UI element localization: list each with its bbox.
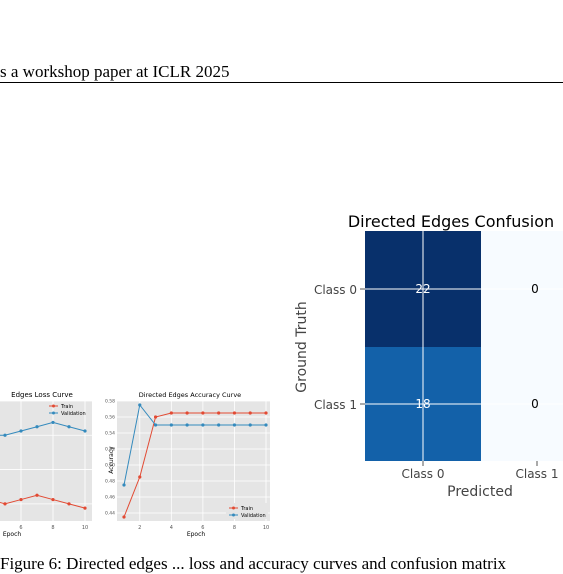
loss-legend-validation-marker [52,411,55,415]
accuracy-legend-validation-label: Validation [241,513,266,519]
accuracy-point-0-8 [248,411,252,415]
loss-point-1-5 [19,429,23,433]
accuracy-chart-title: Directed Edges Accuracy Curve [139,391,241,399]
accuracy-point-1-6 [217,423,221,427]
accuracy-point-0-4 [185,411,189,415]
loss-point-0-8 [67,502,71,506]
accuracy-legend-validation-marker [232,513,235,517]
cell-label-gt0-pred0: 22 [415,282,430,296]
accuracy-x-tick-2: 6 [201,525,204,531]
accuracy-y-tick-0: 0.44 [105,511,115,517]
accuracy-point-1-5 [201,423,205,427]
figure-caption: Figure 6: Directed edges ... loss and ac… [0,554,507,573]
confusion-matrix: Directed Edges Confusion 22 0 18 0 Class… [294,212,563,500]
loss-line-0 [0,494,86,509]
loss-point-0-9 [83,506,87,510]
cell-label-gt0-pred1: 0 [531,282,539,296]
loss-x-tick-2: 10 [82,525,88,531]
accuracy-x-tick-3: 8 [233,525,236,531]
loss-point-1-7 [51,420,55,425]
accuracy-x-tick-4: 10 [263,525,269,531]
accuracy-legend-train-label: Train [240,506,253,512]
loss-point-1-8 [67,425,71,429]
accuracy-point-0-2 [153,415,158,419]
loss-legend-validation-label: Validation [61,411,86,417]
loss-legend-train-marker [52,404,55,408]
col-label-1: Class 1 [515,467,558,481]
accuracy-y-tick-4: 0.52 [105,447,115,453]
accuracy-y-tick-7: 0.58 [105,399,115,405]
cell-label-gt1-pred0: 18 [415,397,430,411]
accuracy-y-tick-1: 0.46 [105,495,115,501]
loss-legend: Train Validation [49,404,86,417]
accuracy-line-0 [123,412,266,518]
accuracy-line-1 [123,403,266,486]
header-rule [0,82,563,83]
accuracy-y-label: Accuracy [108,446,115,474]
accuracy-point-1-7 [232,423,237,427]
loss-point-0-4 [3,502,7,506]
loss-point-1-4 [3,433,7,437]
loss-point-0-7 [51,497,55,502]
running-header: s a workshop paper at ICLR 2025 [0,62,230,81]
accuracy-y-tick-2: 0.48 [105,479,115,485]
loss-point-1-6 [35,425,39,429]
accuracy-plot-area [117,401,270,521]
accuracy-chart: Directed Edges Accuracy Curve 0.440.460.… [105,391,270,538]
loss-point-0-6 [35,493,39,497]
row-label-1: Class 1 [314,398,357,412]
loss-chart: Edges Loss Curve Train Validation 6 8 10 E… [0,391,92,538]
confusion-title: Directed Edges Confusion [348,212,554,231]
loss-x-tick-0: 6 [19,525,22,531]
accuracy-x-label: Epoch [187,531,206,538]
accuracy-legend-train-marker [232,506,235,510]
accuracy-series [122,403,268,519]
col-label-0: Class 0 [401,467,444,481]
confusion-x-label: Predicted [447,484,513,500]
accuracy-x-ticks: 2 4 6 8 10 [138,525,269,531]
confusion-y-label: Ground Truth [294,301,310,392]
accuracy-x-tick-1: 4 [170,525,173,531]
loss-series [0,420,87,510]
accuracy-point-0-7 [232,411,237,415]
loss-chart-title: Edges Loss Curve [11,391,73,399]
accuracy-point-1-8 [248,423,252,427]
loss-line-1 [0,421,86,436]
accuracy-grid [117,400,270,521]
accuracy-legend: Train Validation [226,503,268,519]
accuracy-point-1-3 [169,423,173,427]
cell-label-gt1-pred1: 0 [531,397,539,411]
accuracy-point-1-0 [122,483,126,487]
accuracy-point-0-3 [169,411,173,415]
accuracy-point-1-1 [138,403,142,407]
loss-x-ticks: 6 8 10 [19,525,88,531]
accuracy-point-1-2 [153,423,158,427]
accuracy-y-ticks: 0.44 0.46 0.48 0.50 0.52 0.54 0.56 0.58 [105,399,115,517]
accuracy-x-tick-0: 2 [138,525,141,531]
accuracy-point-0-1 [138,475,142,479]
loss-point-0-5 [19,497,23,502]
row-label-0: Class 0 [314,283,357,297]
loss-point-1-9 [83,429,87,433]
accuracy-y-tick-5: 0.54 [105,431,115,437]
accuracy-point-0-5 [201,411,205,415]
accuracy-y-tick-3: 0.50 [105,463,115,469]
loss-legend-train-label: Train [60,404,73,410]
accuracy-point-0-0 [122,515,126,519]
loss-x-label: Epoch [3,531,22,538]
accuracy-point-1-4 [185,423,189,427]
loss-x-tick-1: 8 [51,525,54,531]
accuracy-point-0-6 [217,411,221,415]
loss-plot-area [0,401,92,521]
accuracy-point-1-9 [264,423,268,427]
accuracy-point-0-9 [264,411,268,415]
accuracy-y-tick-6: 0.56 [105,415,115,421]
